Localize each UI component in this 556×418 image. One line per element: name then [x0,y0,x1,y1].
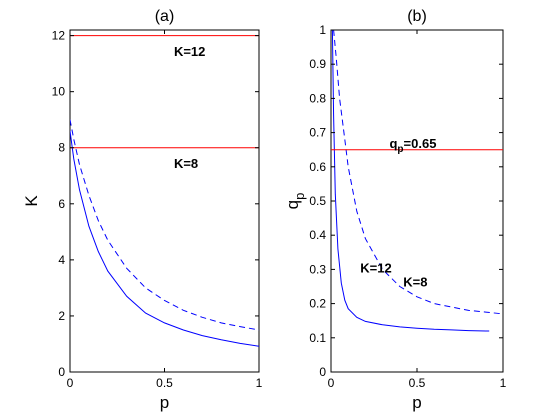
y-tick-label-2: 4 [58,253,65,267]
y-axis-label-subscript: p [292,193,307,200]
y-tick-label-10: 1 [319,23,326,37]
y-tick-label-5: 0.5 [309,194,326,208]
y-tick-label-1: 0.1 [309,331,326,345]
y-tick-label-0: 0 [58,365,65,379]
series-line-1 [331,30,490,332]
y-tick-label-4: 0.4 [309,228,326,242]
reference-line-label-0: K=12 [174,44,205,59]
label-main: q [389,136,397,151]
x-tick-label-2: 1 [256,376,263,390]
y-axis-label: qp [283,193,307,210]
chart-title: (b) [407,8,427,25]
y-tick-label-3: 6 [58,197,65,211]
label-subscript: p [397,144,403,155]
y-axis-label-main: K [22,195,41,207]
y-tick-label-1: 2 [58,309,65,323]
y-tick-label-5: 10 [52,85,66,99]
x-axis-label: p [160,393,169,412]
annotation-0: K=8 [403,274,427,289]
reference-line-label-0: qp=0.65 [389,136,436,155]
axes-box [69,29,260,373]
x-tick-label-0: 0 [328,376,335,390]
x-tick-label-1: 0.5 [409,376,426,390]
y-tick-label-6: 0.6 [309,160,326,174]
x-tick-label-2: 1 [500,376,507,390]
chart-panel-b: qp=0.65K=8K=1200.10.20.30.40.50.60.70.80… [283,8,507,412]
reference-line-label-1: K=8 [174,156,198,171]
y-axis-label: K [22,195,41,207]
y-tick-label-0: 0 [319,365,326,379]
label-rest: =0.65 [404,136,437,151]
series-line-0 [333,30,503,315]
y-tick-label-7: 0.7 [309,126,326,140]
axes-box [330,29,504,373]
chart-panel-a: K=12 K=8 0 2 4 6 8 10 12 0 0.5 1 (a) p K [22,8,263,412]
x-tick-label-0: 0 [67,376,74,390]
annotation-1: K=12 [360,261,391,276]
y-tick-label-8: 0.8 [309,91,326,105]
y-tick-label-6: 12 [52,29,66,43]
y-tick-label-2: 0.2 [309,297,326,311]
x-axis-label: p [412,393,421,412]
y-tick-label-3: 0.3 [309,262,326,276]
y-tick-label-4: 8 [58,141,65,155]
chart-title: (a) [155,8,175,25]
series-line-1 [70,119,259,331]
series-line-0 [70,130,259,347]
x-tick-label-1: 0.5 [156,376,173,390]
y-tick-label-9: 0.9 [309,57,326,71]
y-axis-label-main: q [283,200,302,209]
